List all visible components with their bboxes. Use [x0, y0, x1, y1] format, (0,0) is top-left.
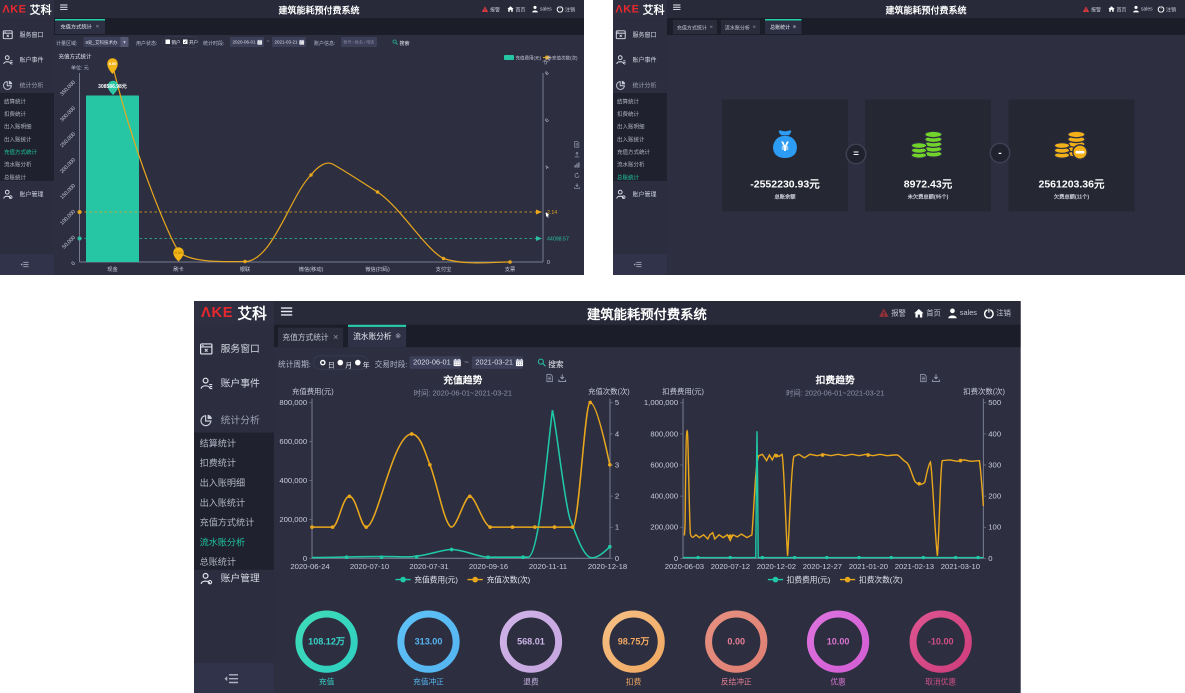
svg-text:800,000: 800,000 [650, 429, 678, 438]
svg-text:2020-07-10: 2020-07-10 [350, 562, 389, 571]
svg-text:200,000: 200,000 [650, 523, 678, 532]
svg-text:退费: 退费 [523, 677, 539, 687]
svg-text:2020-07-31: 2020-07-31 [409, 562, 448, 571]
svg-text:1: 1 [615, 523, 619, 532]
svg-text:50,000: 50,000 [61, 235, 77, 251]
svg-text:200,000: 200,000 [279, 515, 307, 524]
svg-text:10.00: 10.00 [827, 637, 850, 647]
svg-text:优惠: 优惠 [830, 677, 846, 687]
svg-text:44098.57: 44098.57 [547, 237, 569, 243]
svg-text:400: 400 [988, 429, 1001, 438]
svg-text:500: 500 [988, 398, 1001, 407]
svg-text:6: 6 [544, 118, 550, 124]
svg-text:600,000: 600,000 [650, 460, 678, 469]
svg-text:0: 0 [71, 261, 77, 267]
svg-text:200: 200 [988, 492, 1001, 501]
svg-text:0: 0 [674, 554, 678, 563]
svg-text:5: 5 [615, 398, 619, 407]
svg-text:支付宝: 支付宝 [436, 265, 452, 273]
svg-text:98.75万: 98.75万 [618, 637, 650, 647]
svg-text:800,000: 800,000 [279, 398, 307, 407]
svg-text:现金: 现金 [107, 265, 118, 273]
svg-text:2021-03-10: 2021-03-10 [941, 562, 980, 571]
svg-text:100: 100 [988, 523, 1001, 532]
svg-text:扣费: 扣费 [626, 677, 642, 687]
svg-text:2020-06-24: 2020-06-24 [290, 562, 330, 571]
svg-text:0: 0 [988, 554, 992, 563]
svg-text:8: 8 [544, 71, 550, 77]
svg-text:2020-06-03: 2020-06-03 [665, 562, 704, 571]
svg-text:¥: ¥ [781, 138, 789, 154]
svg-text:568.01: 568.01 [517, 637, 545, 647]
svg-text:充值: 充值 [319, 677, 335, 687]
svg-text:300: 300 [988, 460, 1001, 469]
svg-text:400,000: 400,000 [650, 492, 678, 501]
svg-text:2: 2 [615, 492, 619, 501]
svg-text:108.12万: 108.12万 [308, 637, 345, 647]
svg-text:1,000,000: 1,000,000 [644, 398, 678, 407]
svg-text:4: 4 [615, 429, 620, 438]
svg-text:微信(移动): 微信(移动) [299, 265, 324, 273]
svg-text:3: 3 [615, 460, 619, 469]
svg-text:2020-11-11: 2020-11-11 [529, 562, 567, 571]
svg-text:2021-01-20: 2021-01-20 [849, 562, 888, 571]
svg-text:0: 0 [303, 554, 307, 563]
svg-text:支票: 支票 [505, 265, 516, 273]
svg-text:400,000: 400,000 [279, 476, 307, 485]
svg-text:100,000: 100,000 [59, 209, 77, 227]
svg-text:2021-02-13: 2021-02-13 [895, 562, 934, 571]
svg-text:0.00: 0.00 [727, 637, 745, 647]
svg-text:刷卡: 刷卡 [173, 265, 184, 273]
svg-text:2.14: 2.14 [547, 210, 557, 216]
svg-text:0.00: 0.00 [175, 250, 184, 255]
svg-text:取消优惠: 取消优惠 [925, 677, 956, 687]
svg-text:313.00: 313.00 [415, 637, 443, 647]
svg-text:2020-12-18: 2020-12-18 [588, 562, 627, 571]
svg-text:308586.98元: 308586.98元 [98, 83, 127, 90]
svg-text:2020-09-16: 2020-09-16 [469, 562, 508, 571]
svg-text:4: 4 [544, 165, 550, 171]
svg-text:0: 0 [615, 554, 619, 563]
svg-text:0: 0 [547, 260, 550, 266]
svg-text:8.00: 8.00 [109, 61, 118, 66]
svg-text:2020-12-02: 2020-12-02 [757, 562, 796, 571]
svg-text:-10.00: -10.00 [928, 637, 954, 647]
svg-text:充值冲正: 充值冲正 [413, 677, 444, 687]
svg-text:反结冲正: 反结冲正 [721, 677, 752, 687]
svg-text:600,000: 600,000 [279, 437, 307, 446]
svg-text:银联: 银联 [240, 265, 251, 273]
svg-text:2020-12-27: 2020-12-27 [803, 562, 842, 571]
svg-text:2020-07-12: 2020-07-12 [711, 562, 750, 571]
svg-text:微信(扫码): 微信(扫码) [365, 265, 390, 273]
